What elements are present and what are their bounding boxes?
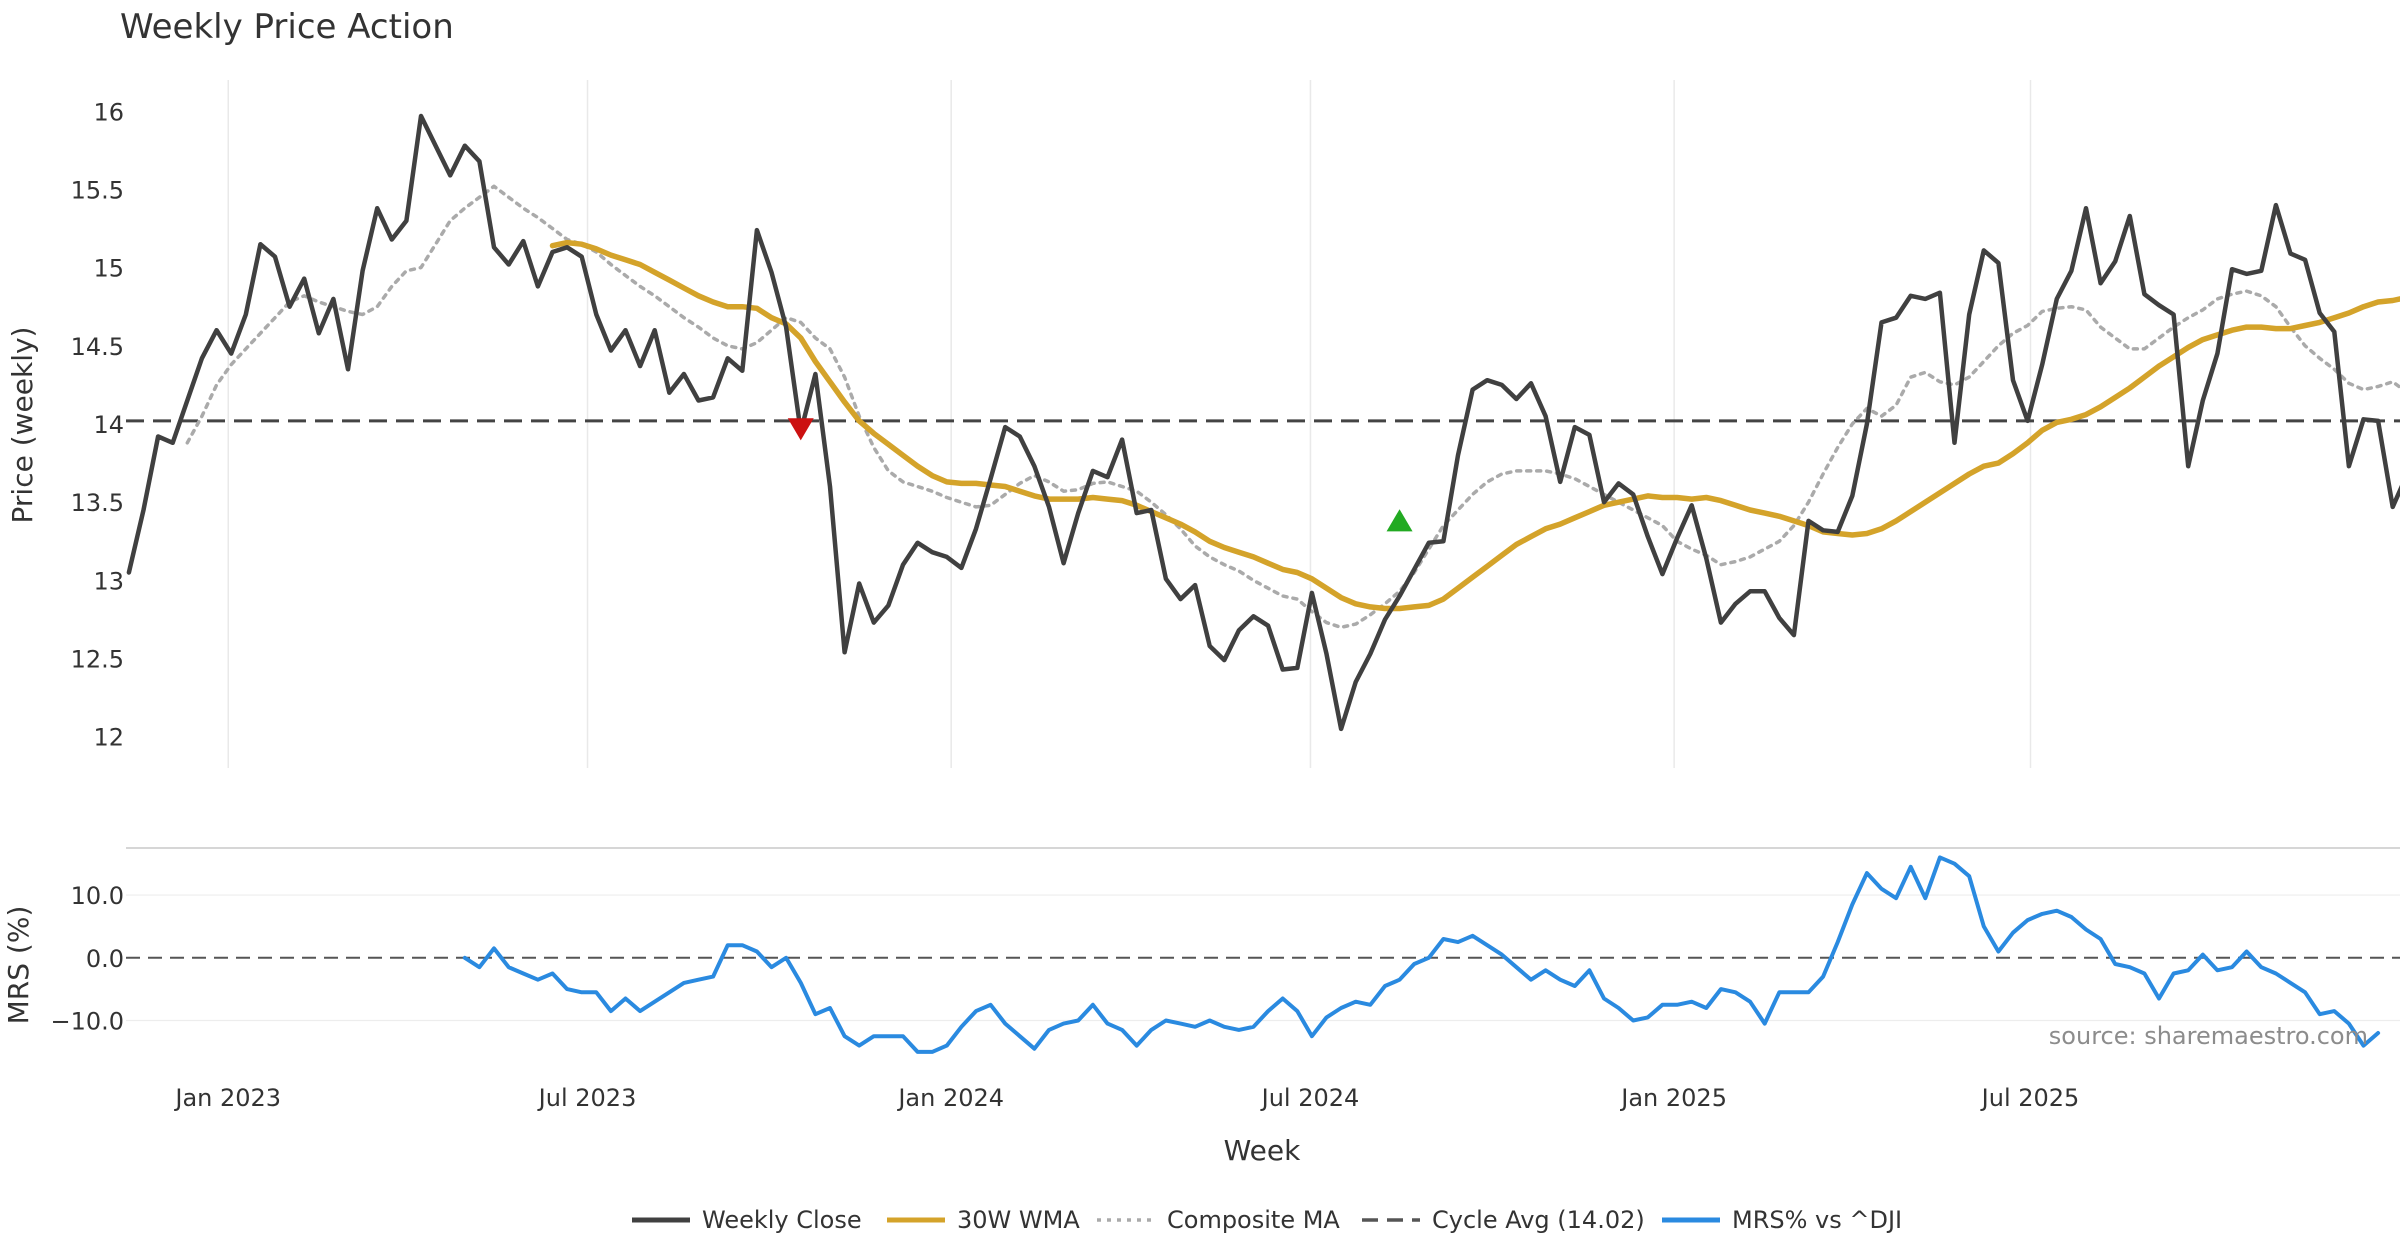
price-y-tick-label: 16 <box>93 98 124 126</box>
signal-markers <box>787 418 1413 532</box>
x-tick-label: Jul 2024 <box>1260 1084 1360 1112</box>
legend-item: Weekly Close <box>632 1206 862 1234</box>
legend-item: MRS% vs ^DJI <box>1662 1206 1902 1234</box>
weekly-close-line <box>126 113 2400 732</box>
mrs-line <box>462 855 2381 1054</box>
price-y-axis-label: Price (weekly) <box>6 327 39 524</box>
legend-item: Composite MA <box>1097 1206 1340 1234</box>
x-tick-label: Jan 2025 <box>1619 1084 1727 1112</box>
price-y-tick-label: 14 <box>93 411 124 439</box>
composite-ma-line <box>185 184 2400 630</box>
price-y-tick-label: 14.5 <box>71 333 124 361</box>
price-y-tick-label: 15 <box>93 255 124 283</box>
legend-label: 30W WMA <box>957 1206 1080 1234</box>
wma-30w-line <box>549 239 2400 612</box>
mrs-y-ticks: −10.0 0.0 10.0 <box>50 882 124 1035</box>
x-tick-label: Jan 2023 <box>173 1084 281 1112</box>
price-y-tick-label: 13.5 <box>71 489 124 517</box>
sell-signal-marker <box>787 418 814 441</box>
x-axis-ticks: Jan 2023 Jul 2023 Jan 2024 Jul 2024 Jan 2025… <box>173 1084 2079 1112</box>
price-y-tick-label: 15.5 <box>71 176 124 204</box>
buy-signal-marker <box>1386 509 1413 532</box>
legend-item: 30W WMA <box>887 1206 1080 1234</box>
legend-item: Cycle Avg (14.02) <box>1362 1206 1645 1234</box>
price-y-tick-label: 12.5 <box>71 646 124 674</box>
source-note: source: sharemaestro.com <box>2049 1022 2368 1050</box>
price-y-tick-label: 13 <box>93 567 124 595</box>
mrs-gridlines <box>126 847 2400 1022</box>
legend-label: Cycle Avg (14.02) <box>1432 1206 1645 1234</box>
price-series-group <box>126 113 2400 732</box>
mrs-y-tick-label: −10.0 <box>50 1008 124 1036</box>
x-axis-label: Week <box>1224 1134 1301 1167</box>
legend-label: Composite MA <box>1167 1206 1340 1234</box>
legend-label: MRS% vs ^DJI <box>1732 1206 1902 1234</box>
legend: Weekly Close 30W WMA Composite MA Cycle Avg… <box>632 1206 1902 1234</box>
price-y-ticks: 12 12.5 13 13.5 14 14.5 15 15.5 16 <box>71 98 124 751</box>
price-y-tick-label: 12 <box>93 724 124 752</box>
mrs-y-tick-label: 10.0 <box>71 882 124 910</box>
x-tick-label: Jan 2024 <box>896 1084 1004 1112</box>
chart-title: Weekly Price Action <box>120 7 454 47</box>
mrs-y-axis-label: MRS (%) <box>2 906 35 1025</box>
mrs-y-tick-label: 0.0 <box>86 945 124 973</box>
legend-label: Weekly Close <box>702 1206 862 1234</box>
mrs-series-group <box>126 855 2400 1054</box>
x-tick-label: Jul 2023 <box>537 1084 637 1112</box>
price-gridlines <box>227 80 2032 768</box>
x-tick-label: Jul 2025 <box>1980 1084 2080 1112</box>
